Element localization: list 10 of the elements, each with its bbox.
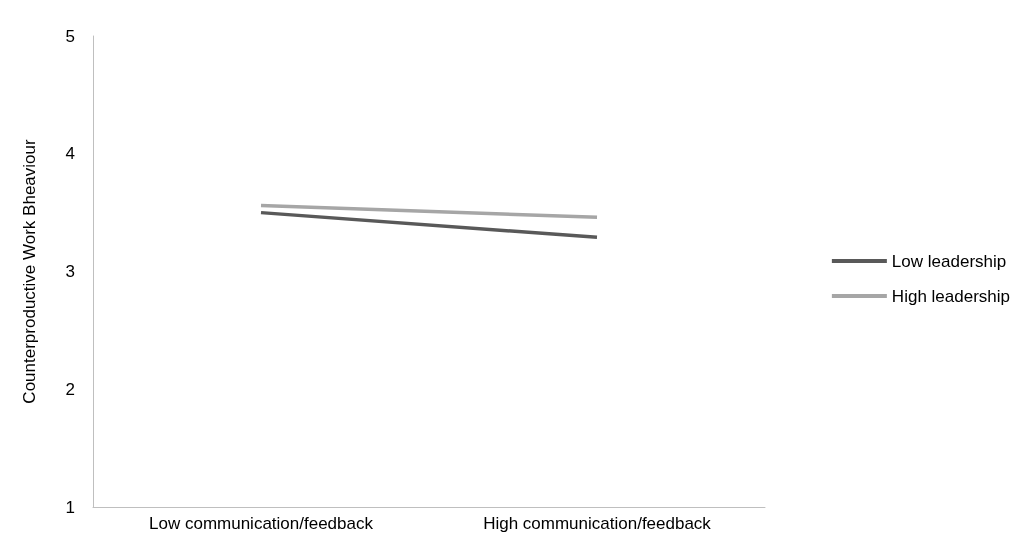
x-tick-label: High communication/feedback xyxy=(483,514,712,533)
y-tick-label: 4 xyxy=(65,144,75,164)
legend-label: Low leadership xyxy=(891,251,1007,271)
y-tick-label: 3 xyxy=(65,262,75,281)
legend-label: High leadership xyxy=(891,286,1011,306)
y-tick-label: 5 xyxy=(65,26,75,46)
y-tick-label: 2 xyxy=(65,379,75,399)
y-axis-title: Counterproductive Work Bheaviour xyxy=(20,139,39,404)
x-tick-label: Low communication/feedback xyxy=(149,514,374,533)
y-tick-label: 1 xyxy=(65,497,75,517)
